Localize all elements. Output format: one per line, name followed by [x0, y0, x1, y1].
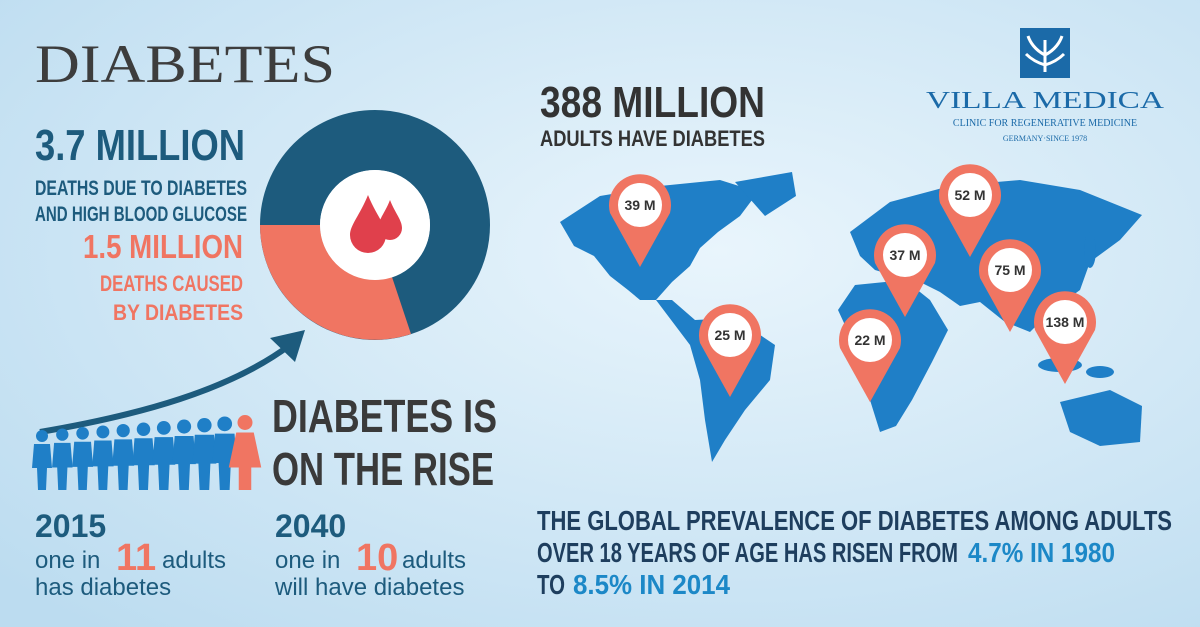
person-head [56, 428, 69, 441]
person-body [92, 440, 114, 490]
pin-label: 52 M [954, 187, 985, 203]
person [72, 427, 94, 490]
person-body [192, 434, 217, 490]
pin-label: 75 M [994, 262, 1025, 278]
people [32, 415, 262, 490]
rise-arrow [39, 342, 292, 435]
person [212, 416, 237, 490]
prevalence-text: THE GLOBAL PREVALENCE OF DIABETES AMONG … [537, 505, 1172, 536]
pin-center [708, 313, 752, 357]
islands [1084, 232, 1096, 268]
pin-label: 25 M [714, 327, 745, 343]
rise-heading: DIABETES IS [272, 390, 497, 442]
person-head [96, 425, 110, 439]
prevalence-text: TO [537, 569, 565, 600]
deaths-total: 3.7 MILLION [35, 121, 245, 170]
person-head [136, 422, 151, 436]
pin-center [883, 233, 927, 277]
pin-center [848, 318, 892, 362]
ratio-prefix: one in [35, 547, 100, 574]
diabetes-caption: BY DIABETES [113, 300, 243, 325]
pin: 37 M [873, 224, 936, 317]
pin: 22 M [838, 309, 901, 402]
person [192, 418, 217, 490]
pin-center [618, 183, 662, 227]
rise-heading: ON THE RISE [272, 443, 494, 495]
person [228, 415, 262, 490]
donut [260, 110, 490, 340]
person [32, 430, 52, 490]
ratio-line: will have diabetes [274, 574, 464, 601]
logo-name: VILLA MEDICA [926, 88, 1165, 114]
prevalence-to: 8.5% IN 2014 [573, 569, 730, 600]
pin-center [1043, 300, 1087, 344]
diabetes-caption: DEATHS CAUSED [100, 271, 243, 296]
diabetes-deaths: 1.5 MILLION [83, 228, 243, 265]
deaths-caption: AND HIGH BLOOD GLUCOSE [35, 203, 247, 226]
logo-tagline: CLINIC FOR REGENERATIVE MEDICINE [953, 118, 1137, 129]
year: 2015 [35, 508, 106, 544]
world-total: 388 MILLION [540, 78, 765, 127]
person-head [237, 415, 253, 430]
person-head [197, 418, 212, 433]
pins: 39 M 52 M 37 M 75 M 25 M 22 M 138 M [608, 164, 1096, 402]
deaths-caption: DEATHS DUE TO DIABETES [35, 177, 247, 200]
pin: 138 M [1033, 291, 1096, 384]
pin-label: 22 M [854, 332, 885, 348]
pin: 75 M [978, 239, 1041, 332]
pin-center [948, 173, 992, 217]
person [52, 428, 73, 490]
pin-label: 39 M [624, 197, 655, 213]
drop [350, 195, 386, 253]
prevalence-text: OVER 18 YEARS OF AGE HAS RISEN FROM [537, 537, 958, 568]
person-body [72, 441, 94, 490]
ratio-prefix: one in [275, 547, 340, 574]
person [172, 419, 196, 490]
ratio-line: has diabetes [35, 574, 171, 601]
person [152, 421, 176, 490]
person-body [112, 439, 135, 490]
person-head [217, 416, 233, 432]
pin-label: 37 M [889, 247, 920, 263]
person-body [212, 433, 237, 490]
year: 2040 [275, 508, 346, 544]
ratio: 11 [116, 537, 156, 579]
person-head [156, 421, 171, 435]
pin: 39 M [608, 174, 672, 267]
person [92, 425, 114, 490]
person-body [172, 435, 196, 490]
person-head [76, 427, 89, 440]
world-caption: ADULTS HAVE DIABETES [540, 126, 765, 151]
ratio: 10 [356, 537, 398, 579]
person-head [116, 424, 130, 438]
person-body [52, 442, 73, 490]
islands [1086, 366, 1114, 378]
prevalence-from: 4.7% IN 1980 [968, 537, 1115, 568]
person-body [132, 438, 155, 490]
ratio-suffix: adults [162, 547, 226, 574]
greenland [735, 172, 796, 216]
logo-leaf [1024, 35, 1066, 72]
pin-center [988, 248, 1032, 292]
logo-since: GERMANY·SINCE 1978 [1003, 134, 1087, 143]
person-body [152, 437, 176, 490]
drop [378, 200, 402, 240]
person [132, 422, 155, 490]
person-body [228, 432, 262, 490]
person-head [177, 419, 192, 434]
pin: 52 M [938, 164, 1001, 257]
australia [1060, 390, 1142, 446]
ratio-suffix: adults [402, 547, 466, 574]
title: DIABETES [35, 34, 335, 94]
arrow-head [270, 330, 305, 362]
pin-label: 138 M [1046, 314, 1085, 330]
person-head [36, 430, 48, 442]
person-body [32, 444, 52, 490]
donut-segment [260, 225, 411, 340]
pin: 25 M [698, 304, 761, 397]
person [112, 424, 135, 490]
